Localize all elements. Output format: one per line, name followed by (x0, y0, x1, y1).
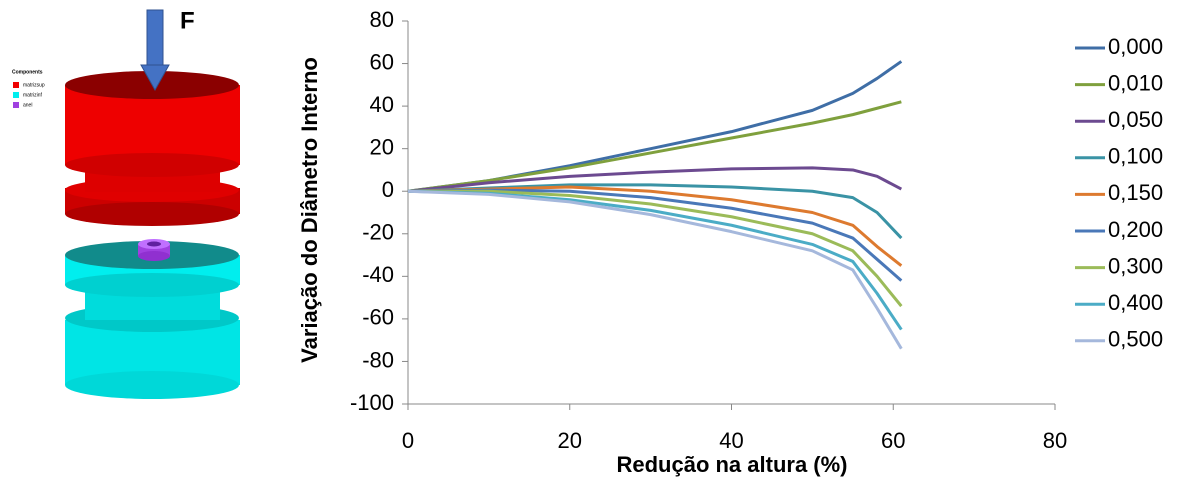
series-line (408, 191, 901, 348)
legend-label: 0,150 (1108, 180, 1163, 205)
y-tick-label: 0 (382, 177, 394, 202)
legend-label: 0,050 (1108, 107, 1163, 132)
x-axis-label: Redução na altura (%) (616, 452, 847, 477)
page: F Components matrizsup matrizinf anel Re… (0, 0, 1182, 480)
legend-swatch (13, 82, 19, 88)
y-tick-label: -40 (362, 262, 394, 287)
y-tick-label: 80 (370, 7, 394, 32)
legend-text: matrizsup (23, 82, 45, 88)
ring (138, 251, 170, 261)
legend-label: 0,010 (1108, 70, 1163, 95)
y-axis-label: Variação do Diâmetro Interno (297, 57, 322, 363)
y-tick-label: 40 (370, 92, 394, 117)
x-tick-label: 0 (402, 428, 414, 453)
illustration: F Components matrizsup matrizinf anel (12, 7, 240, 399)
legend-label: 0,000 (1108, 34, 1163, 59)
legend-label: 0,500 (1108, 327, 1163, 352)
series-line (408, 191, 901, 306)
die-shape (65, 202, 239, 226)
legend-text: anel (23, 102, 32, 108)
x-tick-label: 40 (719, 428, 743, 453)
ring (147, 242, 161, 247)
die-shape (65, 153, 239, 177)
legend-swatch (13, 92, 19, 98)
y-tick-label: -80 (362, 347, 394, 372)
die-shape (65, 273, 239, 297)
x-tick-label: 20 (558, 428, 582, 453)
legend-label: 0,300 (1108, 253, 1163, 278)
series-line (408, 191, 901, 329)
y-tick-label: 60 (370, 49, 394, 74)
legend-text: matrizinf (23, 92, 43, 98)
force-label: F (180, 7, 195, 34)
die-shape (65, 371, 239, 399)
y-tick-label: -20 (362, 220, 394, 245)
y-tick-label: -100 (350, 390, 394, 415)
force-arrow (147, 10, 163, 65)
legend-label: 0,400 (1108, 290, 1163, 315)
legend-label: 0,100 (1108, 144, 1163, 169)
legend-label: 0,200 (1108, 217, 1163, 242)
y-tick-label: -60 (362, 305, 394, 330)
x-tick-label: 80 (1043, 428, 1067, 453)
legend-swatch (13, 102, 19, 108)
y-tick-label: 20 (370, 134, 394, 159)
x-tick-label: 60 (881, 428, 905, 453)
legend-title: Components (12, 69, 43, 75)
